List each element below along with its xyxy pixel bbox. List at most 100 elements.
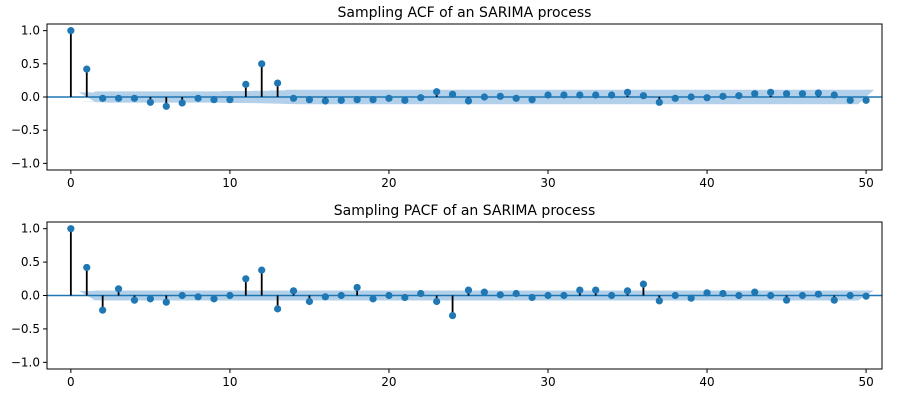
pacf-point <box>512 289 520 298</box>
pacf-point <box>114 285 123 293</box>
acf-point <box>226 96 234 104</box>
acf-point <box>401 96 409 104</box>
pacf-point <box>130 296 139 304</box>
acf-x-tick-label: 10 <box>222 176 237 190</box>
acf-point <box>671 94 679 102</box>
pacf-y-tick-label: −0.5 <box>11 322 40 336</box>
acf-point <box>687 93 695 101</box>
pacf-point <box>353 283 361 292</box>
acf-point <box>544 91 552 99</box>
pacf-point <box>242 275 250 283</box>
acf-point <box>210 96 218 104</box>
acf-point <box>814 89 822 97</box>
acf-x-tick-label: 50 <box>858 176 873 190</box>
acf-y-tick-label: −0.5 <box>11 123 40 137</box>
pacf-point <box>321 293 329 301</box>
acf-point <box>289 94 298 102</box>
pacf-point <box>528 293 536 302</box>
pacf-point <box>258 266 266 274</box>
pacf-y-tick-label: 1.0 <box>21 222 40 236</box>
pacf-point <box>735 291 743 300</box>
acf-point <box>480 93 488 101</box>
pacf-point <box>767 291 775 300</box>
acf-point <box>385 94 393 102</box>
acf-point <box>99 94 107 102</box>
acf-point <box>274 79 282 87</box>
pacf-point <box>639 280 648 288</box>
pacf-point <box>146 295 154 303</box>
pacf-point <box>687 294 695 302</box>
pacf-point <box>385 291 393 300</box>
acf-point <box>560 91 568 99</box>
acf-x-tick-label: 40 <box>699 176 714 190</box>
pacf-x-tick-label: 50 <box>858 375 873 389</box>
acf-y-tick-label: 0.5 <box>21 57 40 71</box>
pacf-point <box>369 295 377 303</box>
acf-chart-title: Sampling ACF of an SARIMA process <box>338 5 592 21</box>
pacf-point <box>592 286 600 294</box>
pacf-point <box>703 289 711 297</box>
pacf-point <box>846 291 854 300</box>
acf-x-tick-label: 0 <box>67 176 75 190</box>
pacf-point <box>337 291 345 300</box>
pacf-chart-title: Sampling PACF of an SARIMA process <box>334 203 595 219</box>
acf-point <box>369 96 377 104</box>
acf-point <box>258 60 266 68</box>
pacf-point <box>560 291 568 300</box>
acf-point <box>83 65 91 73</box>
pacf-point <box>862 292 870 300</box>
pacf-y-tick-label: 0.0 <box>21 289 40 303</box>
acf-point <box>512 94 520 102</box>
pacf-x-tick-label: 10 <box>222 375 237 389</box>
acf-y-tick-label: 1.0 <box>21 24 40 38</box>
pacf-point <box>464 286 473 294</box>
pacf-point <box>782 296 791 304</box>
acf-point <box>353 96 361 104</box>
acf-point <box>337 96 345 104</box>
acf-point <box>448 90 457 98</box>
acf-point <box>496 92 504 100</box>
pacf-point <box>830 296 838 304</box>
pacf-point <box>719 289 727 298</box>
pacf-point <box>162 298 170 306</box>
pacf-point <box>671 291 679 300</box>
pacf-x-tick-label: 30 <box>540 375 555 389</box>
pacf-point <box>623 287 632 295</box>
pacf-point <box>99 306 107 314</box>
pacf-point <box>67 225 75 233</box>
pacf-point <box>448 311 457 320</box>
acf-point <box>767 88 775 96</box>
acf-point <box>830 91 838 99</box>
pacf-point <box>226 291 234 300</box>
acf-point <box>417 94 425 102</box>
pacf-point <box>401 293 409 302</box>
pacf-point <box>751 288 759 296</box>
acf-point <box>528 96 536 104</box>
acf-point <box>194 94 202 102</box>
acf-point <box>242 80 250 88</box>
acf-y-tick-label: 0.0 <box>21 90 40 104</box>
acf-point <box>130 94 139 102</box>
pacf-y-tick-label: −1.0 <box>11 355 40 369</box>
pacf-point <box>210 295 218 303</box>
pacf-point <box>417 289 425 298</box>
acf-y-tick-label: −1.0 <box>11 156 40 170</box>
acf-point <box>623 88 632 96</box>
acf-point <box>162 102 170 110</box>
acf-point <box>846 96 854 104</box>
acf-point <box>703 94 711 102</box>
acf-point <box>433 88 441 96</box>
pacf-point <box>496 291 504 299</box>
acf-point <box>178 99 186 107</box>
acf-point <box>782 90 791 98</box>
acf-point <box>67 27 75 35</box>
pacf-point <box>544 291 552 300</box>
acf-point <box>862 96 870 104</box>
pacf-point <box>798 291 807 300</box>
acf-point <box>608 91 616 99</box>
acf-point <box>639 92 648 100</box>
acf-point <box>146 98 154 106</box>
pacf-x-tick-label: 40 <box>699 375 714 389</box>
pacf-point <box>480 288 488 296</box>
